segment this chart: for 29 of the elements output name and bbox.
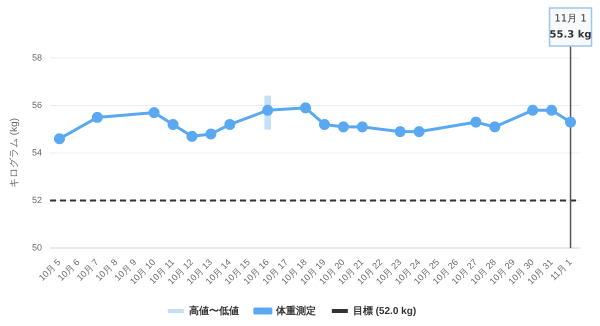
point bbox=[92, 112, 103, 123]
point bbox=[186, 130, 198, 142]
point bbox=[470, 116, 482, 128]
point bbox=[338, 121, 349, 132]
point bbox=[148, 107, 160, 118]
point bbox=[565, 116, 576, 128]
point bbox=[356, 121, 368, 132]
y-tick-label: 58 bbox=[32, 52, 42, 62]
y-tick-label: 52 bbox=[32, 195, 42, 206]
y-tick-label: 54 bbox=[32, 148, 42, 158]
point bbox=[168, 119, 179, 130]
legend-label: 高値〜低値 bbox=[188, 304, 239, 317]
point bbox=[262, 104, 274, 116]
point bbox=[205, 128, 216, 140]
point bbox=[527, 104, 538, 116]
point bbox=[300, 102, 312, 114]
point bbox=[489, 121, 500, 132]
point bbox=[224, 119, 236, 130]
point bbox=[546, 104, 558, 116]
y-axis-title: キログラム (kg) bbox=[8, 118, 20, 188]
legend-label: 目標 (52.0 kg) bbox=[352, 304, 416, 317]
point bbox=[414, 126, 425, 138]
text: 11月 1 55.3 kg bbox=[550, 14, 592, 41]
legend-label: 体重測定 bbox=[274, 304, 316, 317]
point bbox=[54, 133, 65, 144]
y-tick-label: 50 bbox=[32, 242, 42, 253]
y-tick-label: 56 bbox=[32, 100, 42, 110]
point bbox=[394, 126, 406, 138]
point bbox=[318, 119, 330, 130]
